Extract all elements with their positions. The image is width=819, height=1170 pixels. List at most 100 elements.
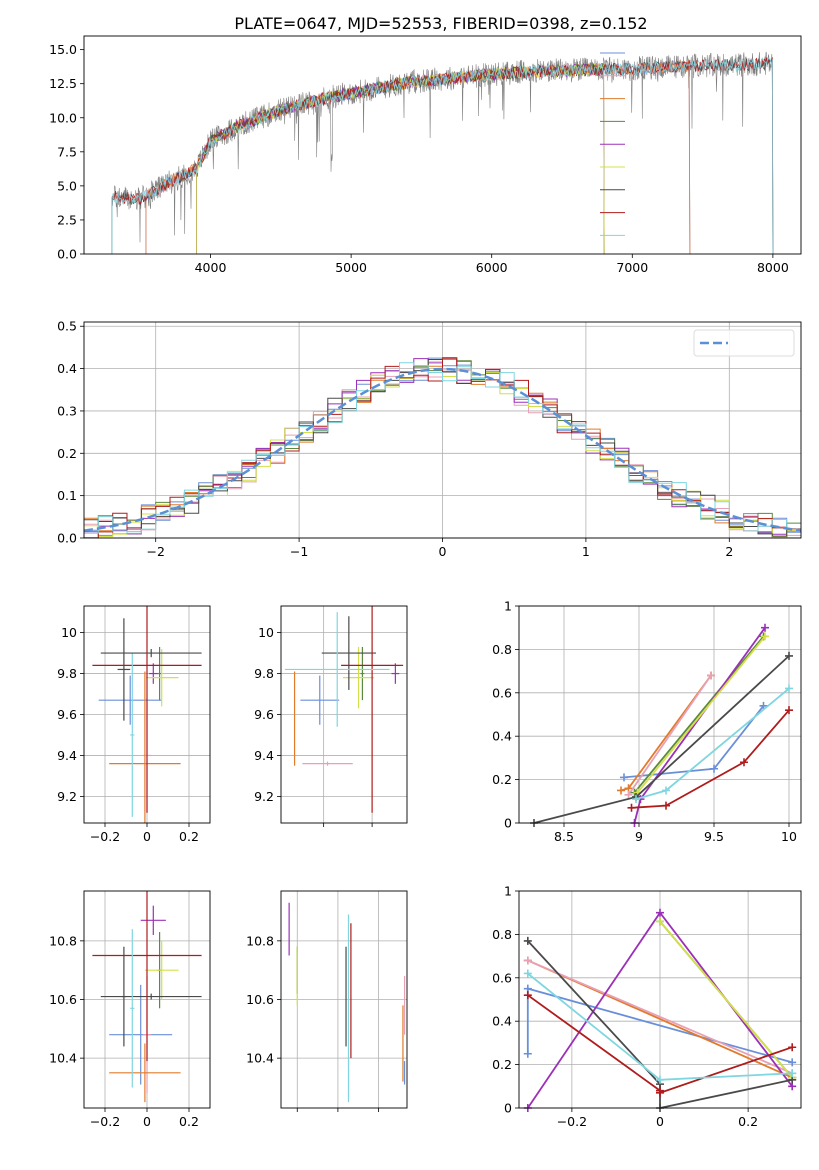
plot-frame (280, 890, 408, 1109)
y-tick-label: 9.8 (57, 666, 77, 681)
x-tick-label: 9 (635, 829, 643, 844)
mass-vs-metallicity-panel: −0.2 0 0.2 10.4 10.6 10.8 (49, 890, 211, 1129)
y-tick-label: 0.0 (57, 531, 77, 546)
plot-frame (83, 321, 802, 539)
y-tick-label: 0.6 (492, 970, 512, 985)
y-tick-label: 10.6 (246, 992, 274, 1007)
y-tick-label: 5.0 (57, 178, 77, 193)
x-tick-label: 4000 (195, 260, 227, 275)
y-tick-label: 9.4 (254, 748, 274, 763)
y-tick-label: 0.2 (492, 772, 512, 787)
gaussian-curve (84, 367, 801, 532)
plus-marker (656, 908, 664, 917)
y-tick-label: 9.2 (57, 789, 77, 804)
x-tick-label: 8000 (757, 260, 789, 275)
plus-marker (523, 991, 532, 1000)
age-vs-metallicity-panel: −0.2 0 0.2 9.2 9.4 9.6 9.8 10 (57, 605, 211, 844)
y-tick-label: 7.5 (57, 144, 77, 159)
y-tick-label: 10 (258, 625, 274, 640)
plus-marker (788, 1058, 797, 1067)
weight-line (627, 674, 712, 796)
x-tick-label: 8.5 (554, 829, 574, 844)
y-tick-label: 9.6 (57, 707, 77, 722)
y-tick-label: 0.5 (57, 319, 77, 334)
plus-marker (662, 801, 670, 810)
figure-title: PLATE=0647, MJD=52553, FIBERID=0398, z=0… (234, 14, 647, 33)
plus-marker (624, 790, 633, 799)
y-tick-label: 9.4 (57, 748, 77, 763)
y-tick-label: 0 (504, 816, 512, 831)
plus-marker (656, 1088, 664, 1097)
plus-marker (740, 758, 748, 767)
x-tick-label: −2 (146, 544, 164, 559)
model-spectrum-line (111, 57, 774, 254)
plus-marker (632, 795, 640, 804)
model-spectrum-line (111, 56, 774, 254)
histogram-step (84, 362, 801, 534)
y-tick-label: 15.0 (49, 42, 77, 57)
weight-vs-age-panel: 8.5 9 9.5 10 0 0.2 0.4 0.6 0.8 1 (492, 599, 802, 844)
plus-marker (761, 632, 769, 641)
plus-marker (523, 936, 532, 945)
y-tick-label: 2.5 (57, 212, 77, 227)
x-tick-label: 0.2 (179, 829, 199, 844)
plot-frame (518, 890, 802, 1109)
plus-marker (707, 671, 715, 680)
y-tick-label: 10.0 (49, 110, 77, 125)
x-tick-label: −0.2 (557, 1114, 587, 1129)
plus-marker (710, 764, 718, 773)
mass-vs-ebv-panel: 10.4 10.6 10.8 (246, 890, 408, 1112)
plus-marker (620, 773, 628, 782)
legend-box (693, 329, 795, 357)
y-tick-label: 10.8 (49, 933, 77, 948)
plus-marker (523, 1049, 532, 1058)
y-tick-label: 10.6 (49, 992, 77, 1007)
x-tick-label: 2 (725, 544, 733, 559)
data-spectrum-line (111, 51, 773, 243)
x-tick-label: −0.2 (90, 1114, 120, 1129)
y-tick-label: 10 (61, 625, 77, 640)
model-spectrum-line (145, 59, 691, 254)
x-tick-label: 0 (439, 544, 447, 559)
plus-marker (656, 1075, 664, 1084)
y-tick-label: 9.6 (254, 707, 274, 722)
x-tick-label: 7000 (616, 260, 648, 275)
plus-marker (785, 684, 793, 693)
y-tick-label: 0.0 (57, 247, 77, 262)
y-tick-label: 0.2 (492, 1057, 512, 1072)
y-tick-label: 12.5 (49, 76, 77, 91)
plus-marker (523, 956, 532, 965)
x-tick-label: 9.5 (704, 829, 724, 844)
weight-vs-metallicity-panel: −0.2 0 0.2 0 0.2 0.4 0.6 0.8 1 (492, 884, 802, 1129)
plot-frame (83, 605, 211, 824)
plot-frame (518, 605, 802, 824)
y-tick-label: 0.4 (57, 361, 77, 376)
plus-marker (617, 786, 625, 795)
plus-marker (662, 786, 670, 795)
x-tick-label: 6000 (476, 260, 508, 275)
y-tick-label: 10.8 (246, 933, 274, 948)
plus-marker (656, 917, 664, 926)
plus-marker (627, 803, 636, 812)
y-tick-label: 0 (504, 1101, 512, 1116)
y-tick-label: 0.8 (492, 642, 512, 657)
weight-line (633, 635, 765, 794)
y-tick-label: 9.2 (254, 789, 274, 804)
y-tick-label: 0.8 (492, 927, 512, 942)
y-tick-label: 10.4 (246, 1051, 274, 1066)
plus-marker (785, 651, 793, 660)
x-tick-label: 0.2 (738, 1114, 758, 1129)
x-tick-label: 0 (656, 1114, 664, 1129)
y-tick-label: 10.4 (49, 1051, 77, 1066)
x-tick-label: 5000 (335, 260, 367, 275)
y-tick-label: 0.2 (57, 446, 77, 461)
weight-line (636, 635, 766, 794)
weight-line (533, 655, 790, 824)
y-tick-label: 9.8 (254, 666, 274, 681)
plus-marker (785, 706, 793, 715)
weight-line (659, 920, 793, 1079)
y-tick-label: 0.4 (492, 729, 512, 744)
plus-marker (523, 969, 532, 978)
y-tick-label: 0.3 (57, 403, 77, 418)
